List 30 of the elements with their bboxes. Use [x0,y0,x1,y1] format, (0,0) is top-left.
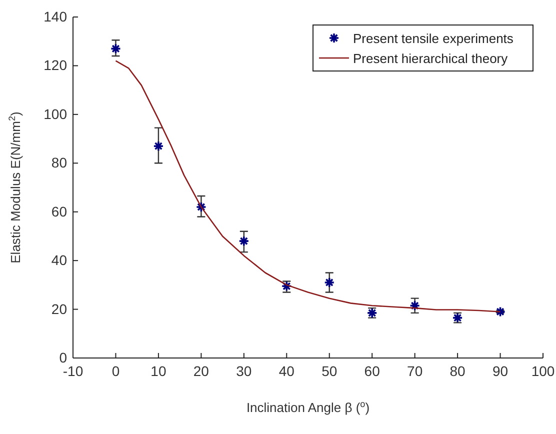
y-tick-label: 80 [51,154,68,171]
x-tick-label: 10 [150,362,166,379]
y-tick-label: 60 [51,203,68,220]
point [409,300,420,312]
y-tick-label: 140 [44,8,68,24]
y-tick-label: 20 [51,300,68,317]
legend-label: Present hierarchical theory [353,51,508,66]
x-tick-label: -10 [62,362,84,379]
x-tick-label: 70 [407,362,423,379]
point [196,202,207,212]
point [494,306,506,318]
x-tick-label: 40 [278,362,295,379]
x-tick-label: 60 [364,362,380,379]
y-tick-label: 0 [59,349,68,366]
x-tick-label: 80 [450,362,466,379]
x-tick-label: 30 [236,362,252,379]
point [238,236,250,246]
x-tick-label: 50 [322,362,338,379]
x-tick-label: 90 [492,362,508,379]
y-tick-label: 100 [44,106,68,122]
x-tick-label: 20 [193,362,210,379]
point [110,43,122,54]
point [153,140,164,152]
y-tick-label: 120 [44,57,68,74]
x-tick-label: 0 [112,362,120,379]
y-tick-label: 40 [51,252,68,268]
x-axis-title: Inclination Angle β ($^{o}$) [246,399,370,415]
point [324,277,335,288]
legend-label: Present tensile experiments [353,31,514,46]
x-tick-label: 100 [531,362,555,379]
